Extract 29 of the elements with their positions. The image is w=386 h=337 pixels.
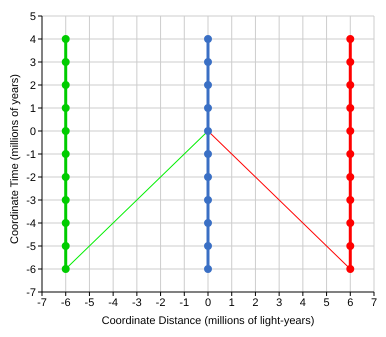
x-tick-label: 5 [324,296,330,309]
x-tick-label: -4 [108,296,118,309]
x-tick-label: 2 [252,296,258,309]
x-tick-label: 0 [204,296,212,309]
y-tick-label: 0 [30,126,36,138]
x-tick-label: -3 [132,296,142,309]
y-tick-label: 4 [30,34,36,46]
x-tick-label: 7 [370,296,378,309]
y-tick-label: -7 [26,286,36,299]
y-tick-label: 2 [30,80,36,92]
y-tick-label: -6 [26,264,36,276]
y-tick-label: 1 [30,102,36,115]
y-axis-title: Coordinate Time (millions of years) [8,74,21,244]
y-tick-label: -2 [26,172,36,184]
y-tick-label: 3 [30,56,36,69]
x-tick-label: -6 [60,296,71,309]
x-tick-label: 4 [300,296,306,309]
x-tick-label: 3 [276,296,282,309]
y-tick-label: 5 [30,10,36,23]
y-tick-label: -5 [26,240,36,253]
y-tick-label: -1 [26,148,36,161]
y-tick-label: -3 [26,194,36,207]
x-tick-label: 1 [228,296,235,309]
x-tick-label: 6 [347,296,354,309]
x-tick-label: -5 [84,296,94,309]
x-tick-label: -2 [156,296,166,309]
x-axis-title: Coordinate Distance (millions of light-years) [102,315,314,327]
y-tick-label: -4 [26,218,36,230]
x-tick-label: -1 [179,296,190,309]
